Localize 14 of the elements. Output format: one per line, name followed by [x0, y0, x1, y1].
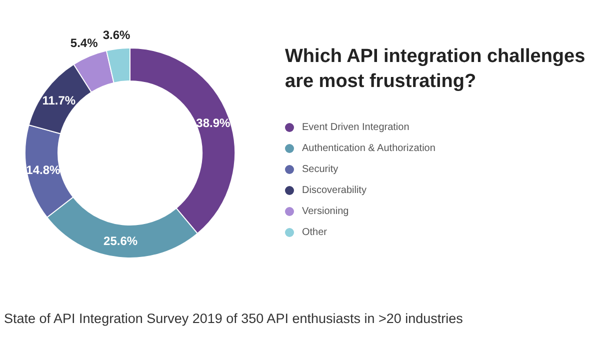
legend-label: Discoverability	[302, 185, 366, 196]
legend-label: Versioning	[302, 206, 349, 217]
data-label: 3.6%	[102, 28, 131, 42]
legend-label: Security	[302, 164, 338, 175]
data-label: 5.4%	[70, 36, 98, 50]
text: Which API integration challenges are most frustrating?	[285, 45, 586, 94]
data-label: 38.9%	[196, 116, 231, 130]
legend-label: Other	[302, 227, 328, 238]
legend-label: Authentication & Authorization	[302, 143, 436, 154]
text: State of API Integration Survey 2019 of 350 API enthusiasts in >20 industries	[4, 311, 463, 326]
data-label: 14.8%	[26, 163, 61, 178]
legend-label: Event Driven Integration	[302, 122, 410, 133]
data-label: 25.6%	[104, 234, 138, 248]
data-label: 11.7%	[42, 93, 76, 108]
